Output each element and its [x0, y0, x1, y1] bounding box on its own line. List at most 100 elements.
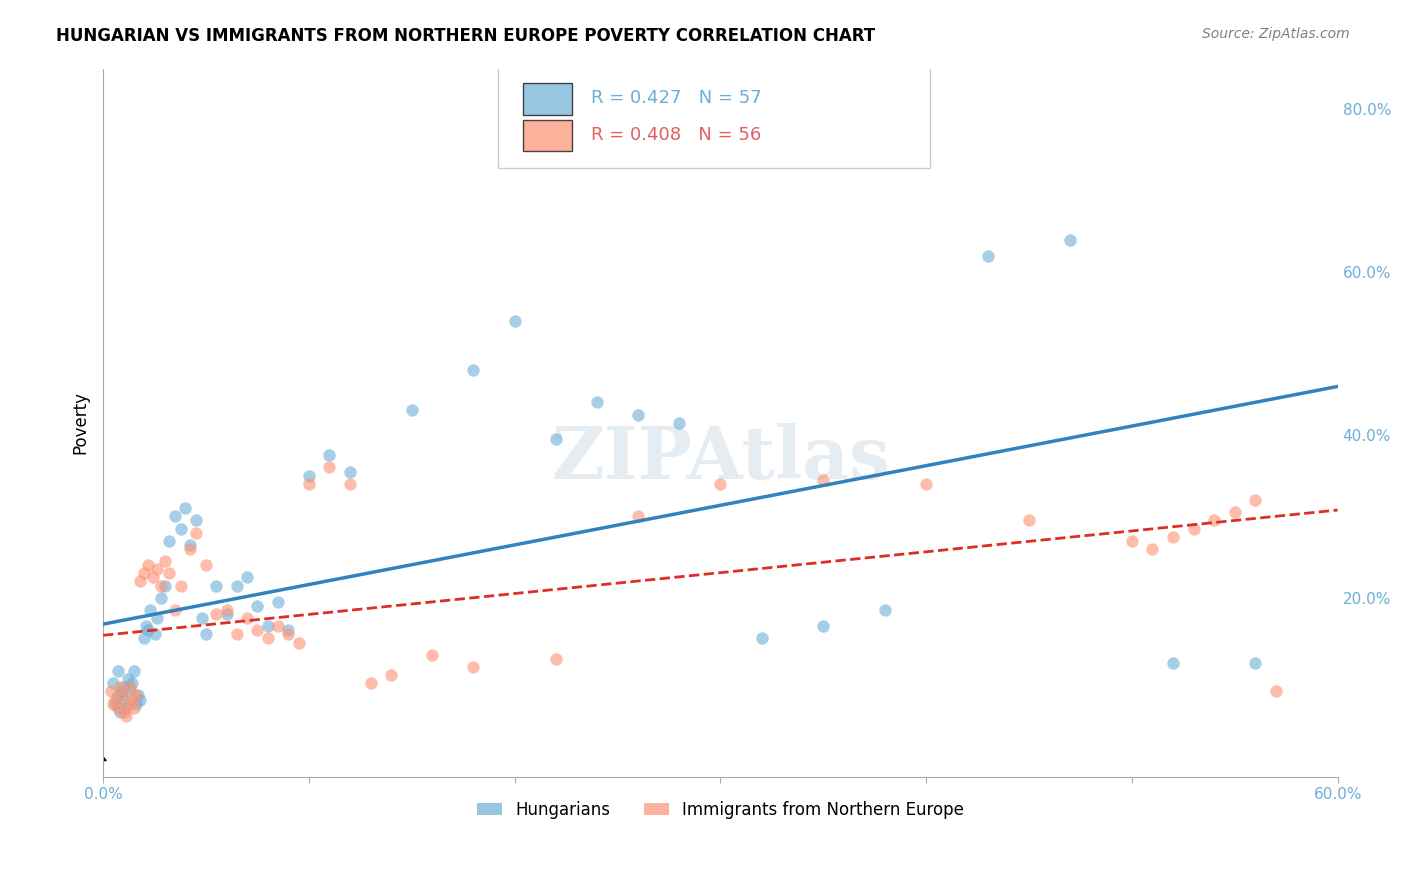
Text: ZIPAtlas: ZIPAtlas — [551, 423, 890, 493]
Point — [108, 681, 131, 695]
Point — [1182, 522, 1205, 536]
Point — [205, 607, 228, 621]
Point — [1161, 656, 1184, 670]
Legend: Hungarians, Immigrants from Northern Europe: Hungarians, Immigrants from Northern Eur… — [470, 794, 970, 825]
Point — [174, 501, 197, 516]
Point — [104, 697, 127, 711]
Point — [153, 554, 176, 568]
Point — [246, 599, 269, 613]
Point — [873, 603, 896, 617]
Point — [134, 566, 156, 581]
Point — [1264, 684, 1286, 698]
Point — [149, 578, 172, 592]
Point — [256, 619, 278, 633]
Point — [1142, 541, 1164, 556]
Point — [122, 700, 145, 714]
Point — [111, 684, 134, 698]
Point — [114, 700, 136, 714]
Point — [145, 562, 167, 576]
Point — [125, 697, 148, 711]
Point — [195, 627, 218, 641]
Point — [127, 689, 149, 703]
Point — [104, 692, 127, 706]
Point — [111, 689, 134, 703]
Point — [157, 566, 180, 581]
Point — [709, 476, 731, 491]
Point — [143, 627, 166, 641]
Point — [170, 522, 193, 536]
Point — [1121, 533, 1143, 548]
Point — [277, 624, 299, 638]
Point — [668, 416, 690, 430]
Point — [205, 578, 228, 592]
Point — [1223, 505, 1246, 519]
Point — [277, 627, 299, 641]
Point — [165, 603, 187, 617]
Point — [114, 708, 136, 723]
Point — [118, 684, 141, 698]
Text: HUNGARIAN VS IMMIGRANTS FROM NORTHERN EUROPE POVERTY CORRELATION CHART: HUNGARIAN VS IMMIGRANTS FROM NORTHERN EU… — [56, 27, 876, 45]
Point — [246, 624, 269, 638]
Point — [157, 533, 180, 548]
Point — [141, 570, 163, 584]
Point — [420, 648, 443, 662]
Text: Source: ZipAtlas.com: Source: ZipAtlas.com — [1202, 27, 1350, 41]
Point — [463, 363, 485, 377]
Point — [135, 619, 157, 633]
Point — [318, 448, 340, 462]
Point — [112, 705, 135, 719]
Point — [134, 632, 156, 646]
Point — [401, 403, 423, 417]
Point — [195, 558, 218, 573]
Point — [184, 513, 207, 527]
Point — [179, 538, 201, 552]
Point — [1018, 513, 1040, 527]
Point — [112, 681, 135, 695]
Point — [103, 676, 125, 690]
Point — [112, 692, 135, 706]
Point — [121, 676, 143, 690]
Point — [117, 697, 139, 711]
Point — [138, 558, 160, 573]
Point — [977, 249, 1000, 263]
Point — [544, 652, 567, 666]
Point — [586, 395, 609, 409]
Point — [751, 632, 773, 646]
Point — [339, 476, 361, 491]
FancyArrow shape — [100, 757, 107, 761]
Point — [318, 460, 340, 475]
Point — [503, 314, 526, 328]
Point — [339, 465, 361, 479]
Point — [165, 509, 187, 524]
Point — [179, 541, 201, 556]
Point — [813, 473, 835, 487]
Point — [107, 689, 129, 703]
Point — [236, 570, 259, 584]
Point — [225, 627, 247, 641]
Point — [236, 611, 259, 625]
Point — [103, 697, 125, 711]
Point — [215, 607, 238, 621]
Point — [149, 591, 172, 605]
Point — [108, 705, 131, 719]
Y-axis label: Poverty: Poverty — [72, 392, 89, 454]
Point — [170, 578, 193, 592]
Point — [139, 603, 162, 617]
Point — [129, 692, 152, 706]
Point — [1204, 513, 1226, 527]
Point — [145, 611, 167, 625]
Point — [118, 681, 141, 695]
Point — [125, 689, 148, 703]
FancyBboxPatch shape — [498, 62, 931, 168]
Point — [184, 525, 207, 540]
Point — [360, 676, 382, 690]
Point — [107, 700, 129, 714]
Point — [627, 509, 650, 524]
Point — [1059, 232, 1081, 246]
FancyBboxPatch shape — [523, 120, 572, 152]
Point — [121, 692, 143, 706]
Point — [153, 578, 176, 592]
Point — [813, 619, 835, 633]
Text: R = 0.408   N = 56: R = 0.408 N = 56 — [591, 126, 761, 145]
Point — [107, 664, 129, 678]
